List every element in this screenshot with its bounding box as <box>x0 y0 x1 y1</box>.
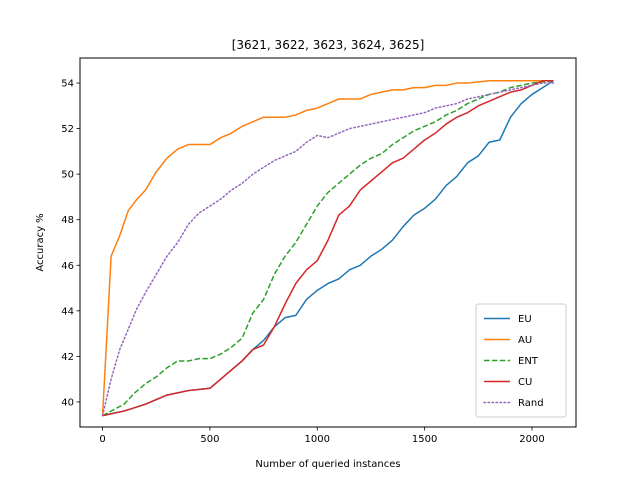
y-axis-title: Accuracy % <box>35 213 46 271</box>
y-tick-label: 46 <box>61 261 74 272</box>
x-tick-label: 1500 <box>412 434 437 445</box>
x-tick-label: 1000 <box>305 434 330 445</box>
x-tick-label: 500 <box>200 434 219 445</box>
x-tick-label: 0 <box>99 434 105 445</box>
plot-area-frame <box>79 57 577 428</box>
y-axis-ticks: 40 42 44 46 48 50 52 54 <box>61 79 80 408</box>
y-tick-label: 50 <box>61 170 74 181</box>
legend-label: AU <box>518 335 532 346</box>
legend-label: CU <box>518 377 532 388</box>
legend-label: EU <box>518 314 532 325</box>
y-tick-label: 42 <box>61 352 74 363</box>
y-tick-label: 44 <box>61 306 74 317</box>
y-tick-label: 54 <box>61 79 74 90</box>
series-line-1 <box>101 80 554 416</box>
y-tick-label: 48 <box>61 215 74 226</box>
series-lines <box>101 80 555 417</box>
y-tick-label: 40 <box>61 397 74 408</box>
legend-label: ENT <box>518 356 539 367</box>
legend-label: Rand <box>518 398 544 409</box>
series-line-3 <box>102 80 554 417</box>
legend-box <box>475 303 567 418</box>
legend: EU AU ENT CU Rand <box>475 303 567 418</box>
series-line-2 <box>102 80 554 417</box>
x-axis-ticks: 0 500 1000 1500 2000 <box>99 427 545 445</box>
series-line-4 <box>101 82 555 417</box>
x-tick-label: 2000 <box>519 434 544 445</box>
chart-title: [3621, 3622, 3623, 3624, 3625] <box>232 38 425 52</box>
y-tick-label: 52 <box>61 124 74 135</box>
x-axis-title: Number of queried instances <box>255 459 400 470</box>
